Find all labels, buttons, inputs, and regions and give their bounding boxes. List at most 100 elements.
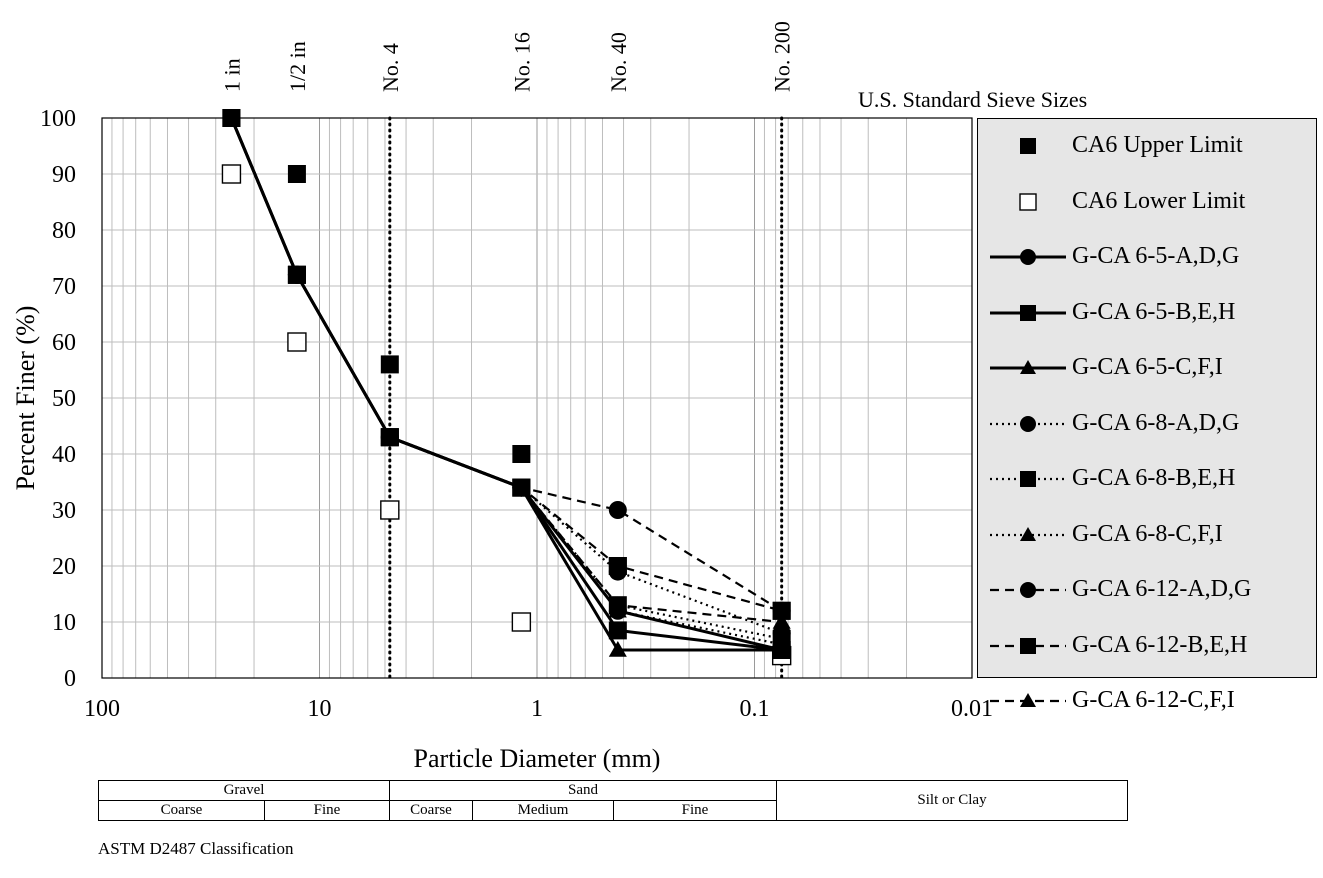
legend-item: G-CA 6-5-B,E,H — [978, 292, 1316, 332]
series-line — [230, 117, 782, 612]
circle-marker — [1020, 415, 1036, 432]
gravel-coarse-cell: Coarse — [98, 800, 265, 821]
legend-label: G-CA 6-8-A,D,G — [1072, 409, 1240, 436]
sieve-label: No. 200 — [770, 21, 795, 92]
legend-symbol — [1019, 192, 1037, 211]
y-tick-label: 80 — [52, 218, 76, 244]
legend-item: G-CA 6-8-A,D,G — [978, 403, 1316, 443]
square-marker — [1020, 637, 1036, 654]
sieve-label: No. 4 — [378, 43, 403, 92]
triangle-marker — [772, 635, 791, 652]
x-tick-label: 1 — [531, 696, 543, 722]
plot-area — [101, 117, 973, 679]
legend-label: G-CA 6-8-B,E,H — [1072, 465, 1236, 491]
y-tick-label: 90 — [52, 162, 76, 188]
sieve-reference-lines — [388, 116, 784, 680]
legend-item: G-CA 6-5-C,F,I — [978, 347, 1316, 387]
sieve-axis-label: U.S. Standard Sieve Sizes — [858, 87, 1087, 112]
open-square-marker — [511, 612, 532, 632]
triangle-marker — [380, 428, 399, 444]
triangle-marker — [608, 641, 627, 657]
open-square-marker — [221, 164, 242, 184]
y-tick-label: 50 — [52, 386, 76, 412]
legend-symbol — [990, 471, 1066, 487]
legend-label: G-CA 6-5-B,E,H — [1072, 298, 1236, 325]
astm-classification-table: Gravel Sand Silt or Clay Coarse Fine Coa… — [98, 780, 1128, 821]
triangle-marker — [772, 613, 791, 629]
grid-lines — [102, 118, 973, 678]
open-square-marker — [287, 332, 307, 352]
legend-item: G-CA 6-8-B,E,H — [978, 458, 1316, 498]
series-line — [230, 117, 783, 652]
legend-symbol — [990, 693, 1066, 707]
open-square-marker — [380, 500, 400, 520]
x-tick-label: 10 — [308, 696, 332, 722]
legend-symbol — [990, 526, 1066, 541]
legend-item: G-CA 6-8-C,F,I — [978, 514, 1316, 554]
open-square-marker — [1019, 192, 1037, 211]
legend-label: CA6 Lower Limit — [1072, 187, 1246, 214]
square-marker — [1020, 471, 1036, 487]
sieve-label: No. 16 — [509, 32, 534, 92]
y-tick-label: 70 — [52, 274, 76, 300]
legend-label: G-CA 6-12-B,E,H — [1072, 631, 1248, 658]
square-marker — [608, 557, 627, 575]
y-tick-label: 100 — [40, 106, 76, 132]
sand-coarse-cell: Coarse — [389, 800, 473, 821]
y-tick-label: 40 — [52, 442, 76, 468]
x-tick-label: 0.01 — [951, 696, 993, 722]
legend-symbol — [990, 582, 1066, 598]
legend-label: G-CA 6-12-C,F,I — [1072, 687, 1235, 713]
series-markers — [221, 109, 792, 666]
circle-marker — [608, 501, 627, 519]
y-tick-label: 0 — [64, 666, 76, 692]
x-tick-label: 100 — [84, 696, 120, 722]
square-marker — [772, 601, 791, 620]
series-line — [230, 117, 783, 612]
legend-label: G-CA 6-5-A,D,G — [1072, 243, 1240, 269]
legend-item: G-CA 6-12-B,E,H — [978, 625, 1316, 665]
y-tick-label: 20 — [52, 554, 76, 580]
square-marker — [608, 621, 627, 640]
series-line — [230, 117, 782, 646]
silt-clay-cell: Silt or Clay — [776, 780, 1128, 821]
series-line — [230, 117, 782, 652]
legend-label: G-CA 6-12-A,D,G — [1072, 576, 1252, 602]
series-lines — [230, 117, 783, 652]
triangle-marker — [222, 109, 241, 125]
sand-header: Sand — [389, 780, 777, 801]
chart-legend: CA6 Upper Limit CA6 Lower Limit G-CA 6-5-A… — [977, 118, 1317, 713]
classification-caption: ASTM D2487 Classification — [98, 839, 294, 858]
legend-symbol — [990, 415, 1066, 432]
square-marker — [380, 355, 399, 374]
square-marker — [287, 165, 306, 183]
gradation-chart: 100 10 1 0.1 0.01 0 10 20 30 40 50 60 70 80 90 100 1 in… — [11, 21, 1087, 773]
legend-label: G-CA 6-8-C,F,I — [1072, 520, 1223, 547]
series-line — [230, 117, 782, 624]
circle-marker — [1020, 249, 1036, 265]
x-axis-title: Particle Diameter (mm) — [414, 744, 661, 773]
triangle-marker — [608, 596, 627, 612]
sand-fine-cell: Fine — [613, 800, 777, 821]
series-line — [230, 117, 783, 635]
square-marker — [1020, 304, 1036, 321]
legend-label: CA6 Upper Limit — [1072, 132, 1243, 158]
triangle-marker — [287, 265, 306, 282]
sand-medium-cell: Medium — [472, 800, 614, 821]
y-tick-label: 10 — [52, 610, 76, 636]
legend-symbol — [990, 360, 1066, 374]
gravel-fine-cell: Fine — [264, 800, 390, 821]
legend-item: G-CA 6-5-A,D,G — [978, 236, 1316, 276]
sieve-labels: 1 in 1/2 in No. 4 No. 16 No. 40 No. 200 — [219, 21, 794, 92]
gravel-header: Gravel — [98, 780, 390, 801]
triangle-marker — [1020, 526, 1036, 541]
y-axis-title: Percent Finer (%) — [11, 306, 40, 491]
sieve-label: 1/2 in — [285, 41, 310, 92]
legend-item: CA6 Upper Limit — [978, 125, 1316, 165]
legend-symbol — [990, 304, 1066, 321]
sieve-label: No. 40 — [606, 32, 631, 92]
legend-label: G-CA 6-5-C,F,I — [1072, 354, 1223, 380]
square-marker — [512, 445, 531, 463]
sieve-label: 1 in — [219, 58, 244, 92]
triangle-marker — [512, 478, 531, 495]
